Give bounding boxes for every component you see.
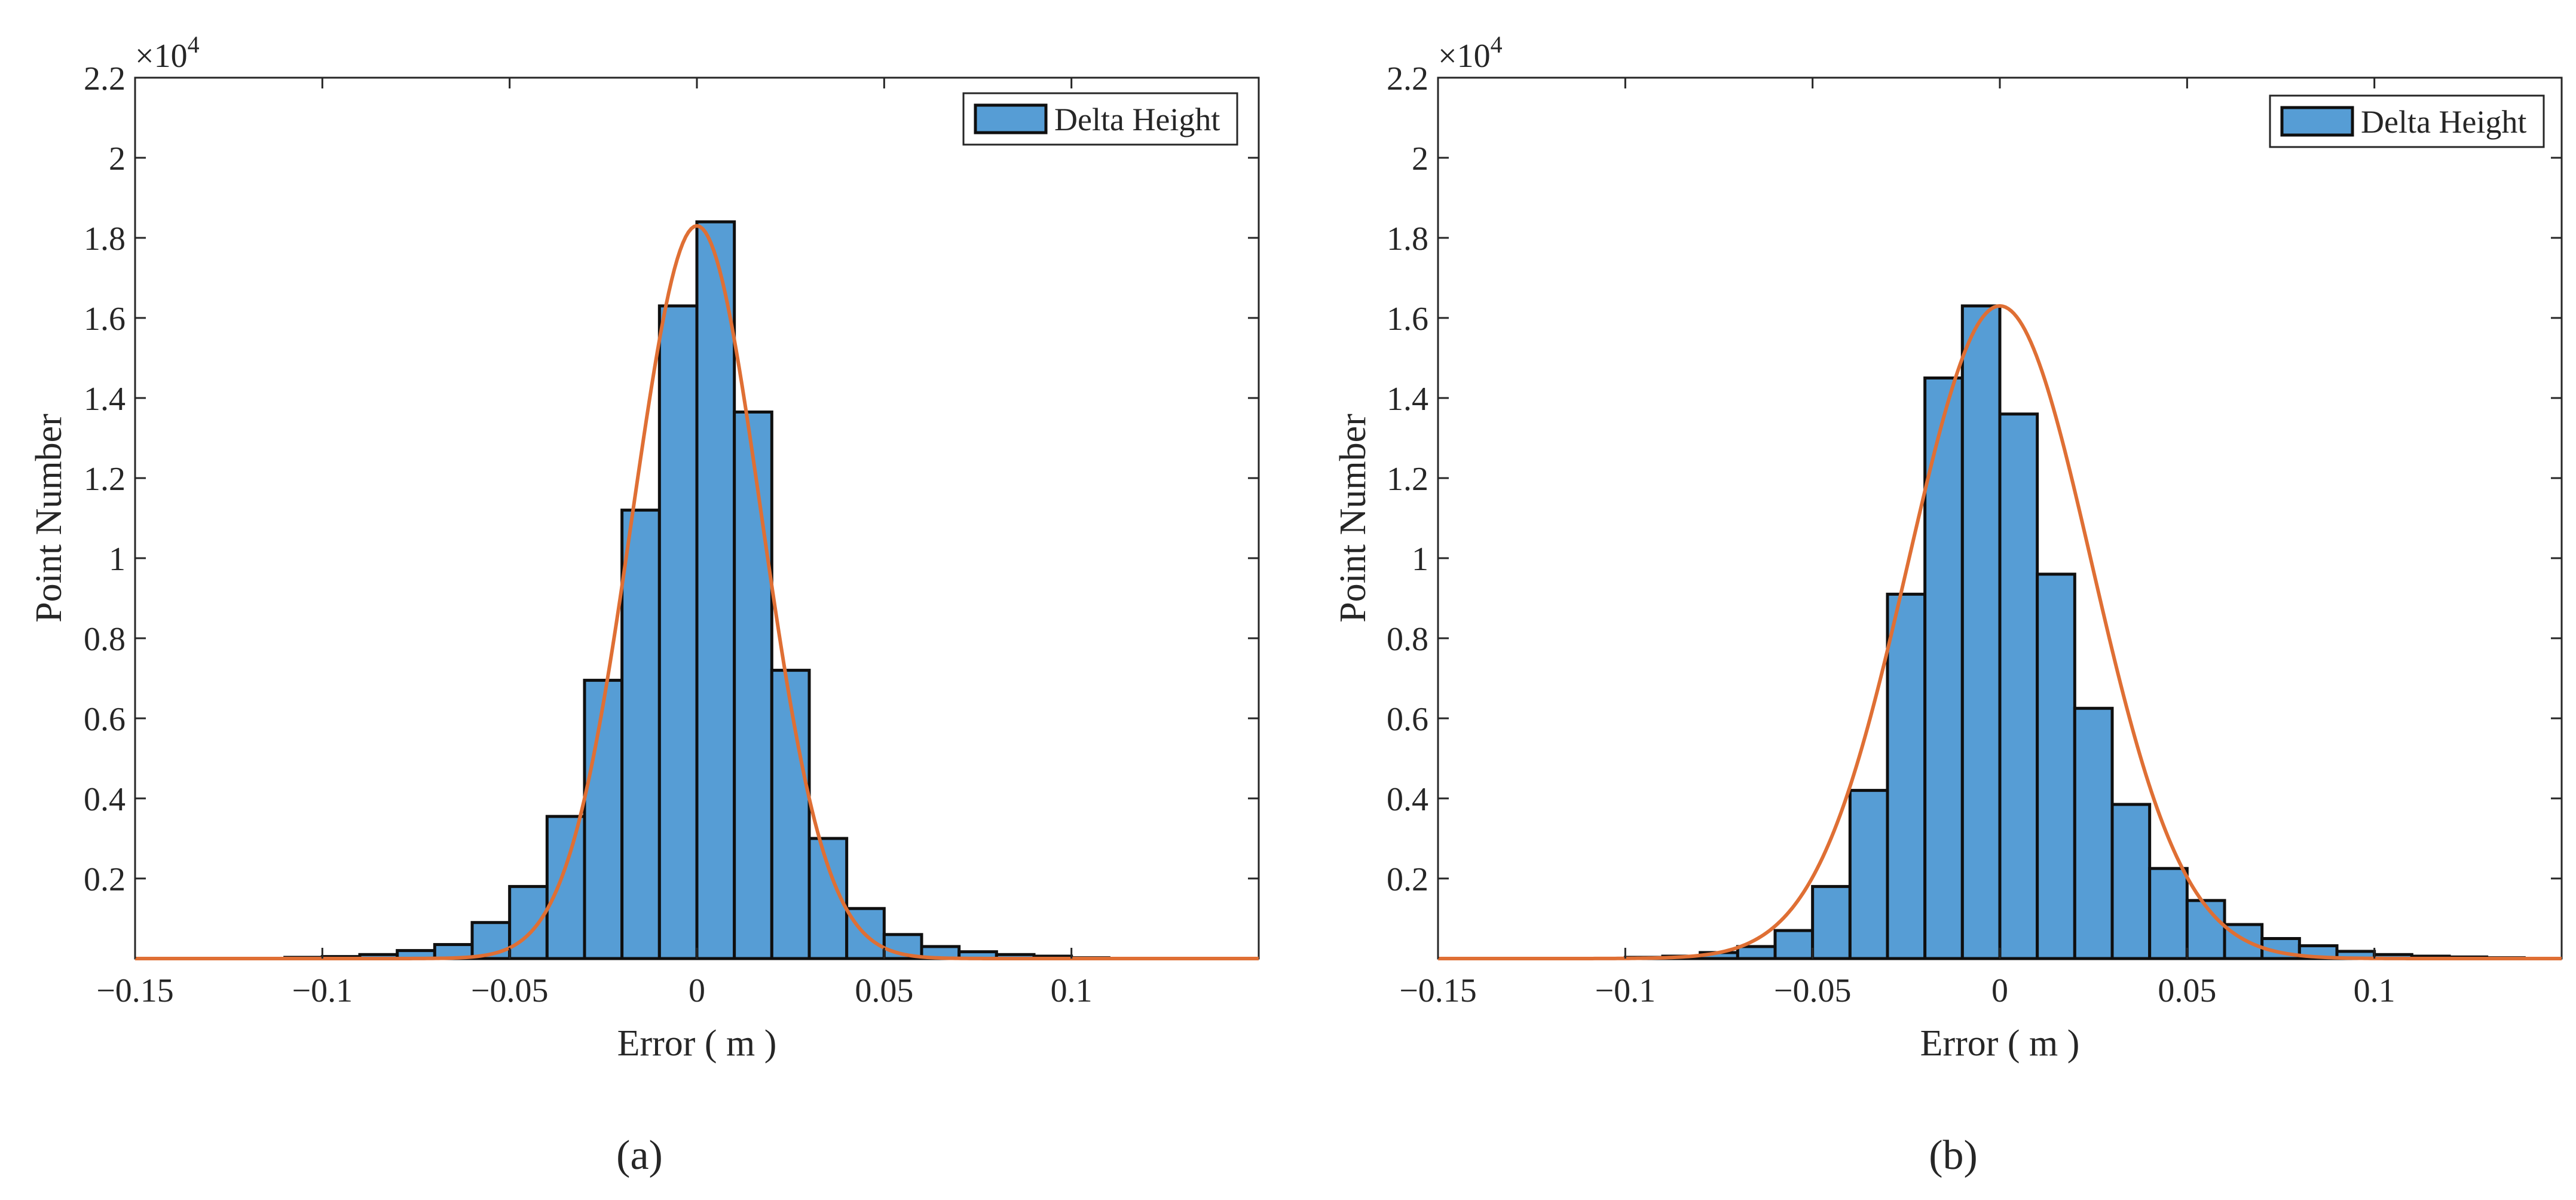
histogram-bar xyxy=(545,815,586,960)
x-tick-label: 0 xyxy=(1991,972,2008,1009)
histogram-bar xyxy=(2036,573,2076,960)
y-tick-label: 1 xyxy=(109,541,126,578)
histogram-bar xyxy=(2148,867,2189,960)
legend-label: Delta Height xyxy=(1054,102,1220,137)
y-tick-label: 1.8 xyxy=(84,221,126,258)
y-tick-labels: 0.2 0.4 0.6 0.8 1 1.2 1.4 1.6 1.8 2 2.2 xyxy=(1387,60,1428,898)
histogram-bar xyxy=(508,884,549,960)
x-tick-labels: −0.15 −0.1 −0.05 0 0.05 0.1 xyxy=(96,972,1092,1009)
y-tick-label: 1.2 xyxy=(1387,461,1428,498)
y-tick-label: 1.8 xyxy=(1387,221,1428,258)
histogram-bar xyxy=(657,304,699,960)
y-tick-label: 1.6 xyxy=(84,301,126,338)
x-tick-label: −0.1 xyxy=(1595,972,1656,1009)
y-axis-title: Point Number xyxy=(1333,414,1373,623)
panel-label-b: (b) xyxy=(1929,1132,1978,1178)
y-tick-label: 0.8 xyxy=(1387,621,1428,658)
y-tick-label: 1.2 xyxy=(84,461,126,498)
y-tick-label: 1.4 xyxy=(84,381,126,418)
y-exponent-label: ×104 xyxy=(1438,31,1503,75)
legend: Delta Height xyxy=(962,92,1238,146)
histogram-bar xyxy=(1848,789,1889,960)
histogram-bars xyxy=(1623,304,2526,960)
histogram-bar xyxy=(2073,706,2114,960)
y-axis-title: Point Number xyxy=(29,414,69,623)
y-tick-label: 2 xyxy=(109,140,126,177)
y-tick-label: 0.6 xyxy=(1387,701,1428,738)
histogram-bar xyxy=(1736,945,1777,960)
panel-label-a: (a) xyxy=(616,1132,663,1178)
x-tick-label: −0.15 xyxy=(96,972,174,1009)
histogram-bar xyxy=(1960,304,2002,960)
x-tick-label: 0.1 xyxy=(1051,972,1093,1009)
histogram-bars xyxy=(283,220,1110,960)
y-tick-label: 0.4 xyxy=(84,781,126,818)
histogram-bar xyxy=(1998,412,2039,960)
y-tick-label: 1.4 xyxy=(1387,381,1428,418)
y-tick-label: 1 xyxy=(1412,541,1428,578)
x-tick-label: 0.1 xyxy=(2354,972,2396,1009)
x-tick-label: −0.05 xyxy=(471,972,549,1009)
axis-ticks xyxy=(134,76,1259,959)
legend-label: Delta Height xyxy=(2361,104,2526,140)
histogram-bar xyxy=(695,220,736,960)
histogram-bar xyxy=(770,669,811,960)
histogram-bar xyxy=(2110,803,2152,960)
histogram-bar xyxy=(1886,592,1927,960)
histogram-bar xyxy=(583,678,624,960)
x-axis-title: Error ( m ) xyxy=(617,1023,777,1064)
chart-panel-a: −0.15 −0.1 −0.05 0 0.05 0.1 0.2 0.4 0.6 0.8 1 1.2 1… xyxy=(29,31,1260,1178)
histogram-bar xyxy=(1811,884,1852,960)
histogram-bar xyxy=(1773,929,1815,960)
y-tick-label: 0.2 xyxy=(84,861,126,898)
y-tick-label: 0.4 xyxy=(1387,781,1428,818)
histogram-bar xyxy=(620,509,661,960)
y-tick-label: 2.2 xyxy=(1387,60,1428,97)
legend-swatch xyxy=(974,103,1048,134)
x-tick-label: 0.05 xyxy=(855,972,913,1009)
y-exponent-label: ×104 xyxy=(135,31,200,75)
x-tick-label: −0.15 xyxy=(1399,972,1477,1009)
histogram-bar xyxy=(2185,899,2226,960)
x-tick-label: −0.05 xyxy=(1774,972,1852,1009)
legend: Delta Height xyxy=(2269,94,2545,148)
histogram-bar xyxy=(733,410,773,960)
y-tick-label: 0.6 xyxy=(84,701,126,738)
x-axis-title: Error ( m ) xyxy=(1920,1023,2080,1064)
y-tick-label: 0.2 xyxy=(1387,861,1428,898)
x-tick-label: 0 xyxy=(689,972,705,1009)
y-tick-label: 0.8 xyxy=(84,621,126,658)
y-tick-label: 1.6 xyxy=(1387,301,1428,338)
x-tick-label: 0.05 xyxy=(2158,972,2216,1009)
y-tick-label: 2.2 xyxy=(84,60,126,97)
chart-panel-b: −0.15 −0.1 −0.05 0 0.05 0.1 0.2 0.4 0.6 0.8 1 1.2 1… xyxy=(1333,31,2563,1178)
axis-ticks xyxy=(1437,76,2562,959)
x-tick-labels: −0.15 −0.1 −0.05 0 0.05 0.1 xyxy=(1399,972,2395,1009)
legend-swatch xyxy=(2280,106,2354,137)
y-tick-labels: 0.2 0.4 0.6 0.8 1 1.2 1.4 1.6 1.8 2 2.2 xyxy=(84,60,126,898)
y-tick-label: 2 xyxy=(1412,140,1428,177)
x-tick-label: −0.1 xyxy=(292,972,353,1009)
